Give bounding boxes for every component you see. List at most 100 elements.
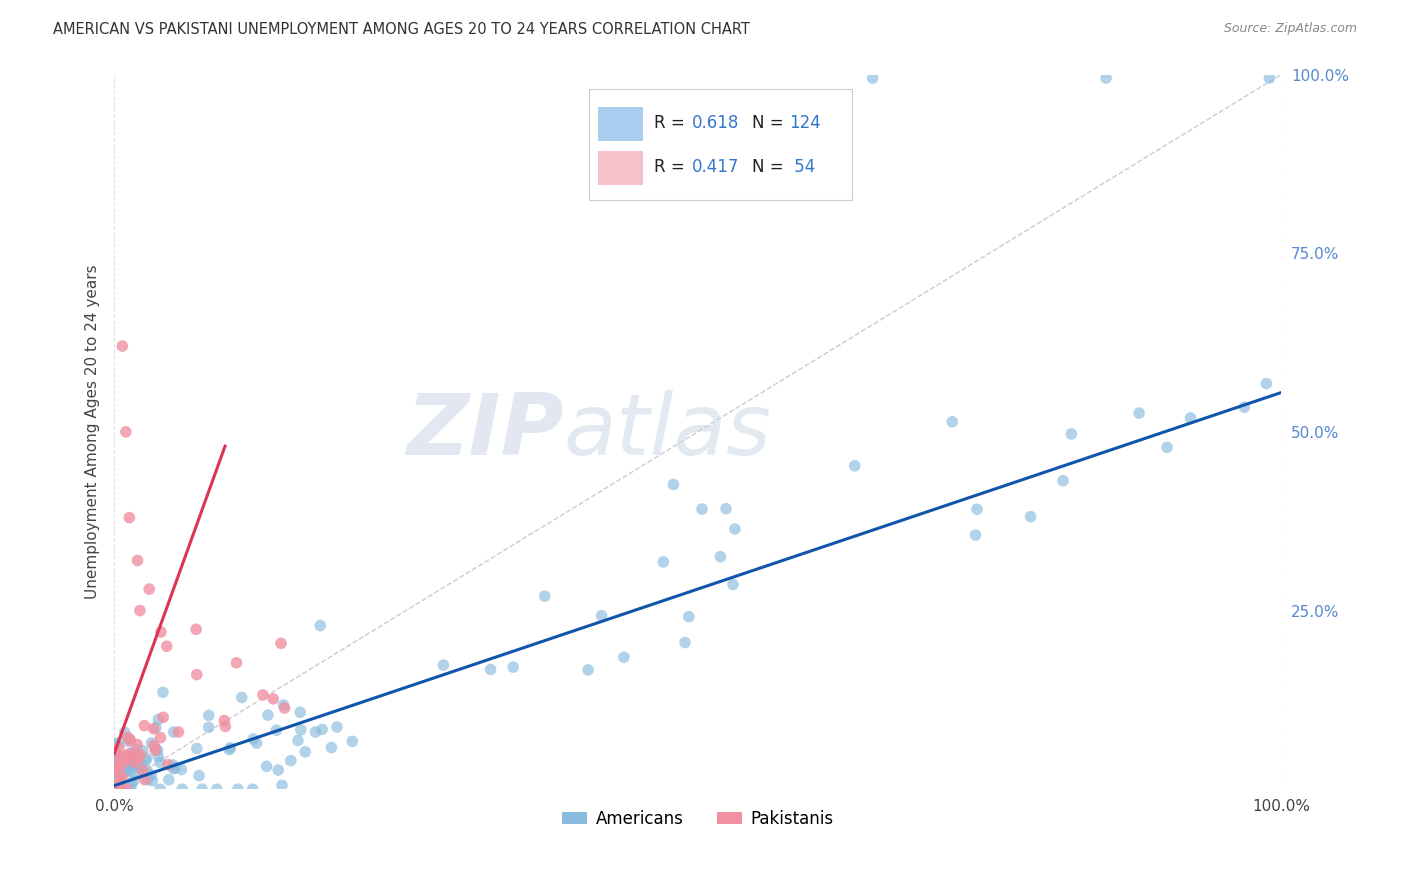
Point bbox=[172, 782, 194, 797]
Point bbox=[252, 688, 274, 702]
Point bbox=[141, 768, 163, 782]
Point bbox=[273, 698, 295, 712]
Point bbox=[162, 762, 184, 776]
Point bbox=[197, 720, 219, 734]
Point bbox=[124, 766, 146, 780]
Point bbox=[132, 764, 155, 778]
Point bbox=[124, 756, 146, 770]
Point bbox=[117, 734, 139, 748]
Point bbox=[1233, 401, 1256, 415]
Point bbox=[1256, 376, 1278, 391]
Point bbox=[690, 502, 713, 516]
Point bbox=[152, 710, 174, 724]
Point bbox=[844, 458, 866, 473]
Point bbox=[149, 625, 172, 640]
Point bbox=[104, 757, 127, 772]
Point bbox=[294, 745, 316, 759]
Point bbox=[110, 782, 132, 797]
Point bbox=[127, 738, 149, 752]
Point bbox=[114, 762, 136, 776]
Point bbox=[941, 415, 963, 429]
Point bbox=[104, 764, 127, 778]
Point bbox=[290, 723, 312, 737]
Point bbox=[1095, 71, 1118, 86]
Point bbox=[115, 782, 138, 797]
Text: 124: 124 bbox=[789, 114, 821, 132]
Point bbox=[267, 763, 290, 777]
Point bbox=[107, 782, 129, 797]
Point bbox=[149, 731, 172, 745]
Point bbox=[115, 756, 138, 770]
Point bbox=[107, 766, 129, 780]
Point bbox=[121, 760, 143, 774]
Point bbox=[226, 782, 249, 797]
Y-axis label: Unemployment Among Ages 20 to 24 years: Unemployment Among Ages 20 to 24 years bbox=[86, 265, 100, 599]
Point bbox=[111, 770, 134, 784]
Point bbox=[121, 746, 143, 760]
Point bbox=[148, 749, 170, 764]
Point bbox=[678, 609, 700, 624]
Point bbox=[135, 751, 157, 765]
Point bbox=[326, 720, 349, 734]
Point bbox=[218, 742, 240, 756]
Point bbox=[111, 756, 134, 771]
Point bbox=[107, 764, 129, 778]
Text: 54: 54 bbox=[789, 159, 815, 177]
Point bbox=[145, 742, 167, 756]
Point bbox=[142, 722, 165, 736]
Point bbox=[862, 71, 884, 86]
Point bbox=[118, 747, 141, 761]
Point bbox=[432, 658, 454, 673]
Point bbox=[104, 751, 127, 765]
Point bbox=[105, 765, 128, 780]
Point bbox=[170, 763, 193, 777]
Point bbox=[108, 781, 131, 796]
Point bbox=[186, 741, 208, 756]
Text: R =: R = bbox=[654, 159, 690, 177]
Point bbox=[132, 744, 155, 758]
Point bbox=[156, 640, 179, 654]
Point bbox=[205, 782, 228, 797]
Point bbox=[143, 743, 166, 757]
Point bbox=[1052, 474, 1074, 488]
Point bbox=[105, 782, 128, 797]
Point bbox=[112, 749, 135, 764]
Text: 0.618: 0.618 bbox=[692, 114, 740, 132]
FancyBboxPatch shape bbox=[599, 151, 643, 186]
Point bbox=[129, 757, 152, 772]
Point bbox=[105, 757, 128, 772]
Point bbox=[156, 757, 179, 772]
Point bbox=[121, 776, 143, 790]
Point bbox=[129, 747, 152, 762]
Point bbox=[108, 772, 131, 787]
Point bbox=[965, 528, 987, 542]
Point bbox=[118, 510, 141, 524]
Legend: Americans, Pakistanis: Americans, Pakistanis bbox=[555, 803, 839, 835]
Point bbox=[141, 773, 163, 788]
Point bbox=[167, 725, 190, 739]
Point bbox=[197, 708, 219, 723]
Point bbox=[104, 762, 127, 776]
Point bbox=[271, 778, 294, 792]
Point bbox=[120, 754, 142, 768]
Point bbox=[127, 754, 149, 768]
Point bbox=[502, 660, 524, 674]
Text: N =: N = bbox=[752, 159, 789, 177]
Point bbox=[111, 751, 134, 765]
Point bbox=[117, 752, 139, 766]
Point bbox=[1258, 71, 1281, 86]
Point bbox=[165, 761, 187, 775]
Point bbox=[162, 725, 184, 739]
Point bbox=[125, 742, 148, 756]
Point bbox=[321, 740, 343, 755]
Point bbox=[107, 736, 129, 750]
Point bbox=[280, 754, 302, 768]
Point bbox=[112, 782, 135, 797]
Point bbox=[1180, 411, 1202, 425]
Point bbox=[186, 667, 208, 681]
Point bbox=[145, 721, 167, 735]
Point bbox=[149, 756, 172, 770]
Point bbox=[576, 663, 599, 677]
Point bbox=[591, 608, 613, 623]
Point bbox=[117, 731, 139, 745]
